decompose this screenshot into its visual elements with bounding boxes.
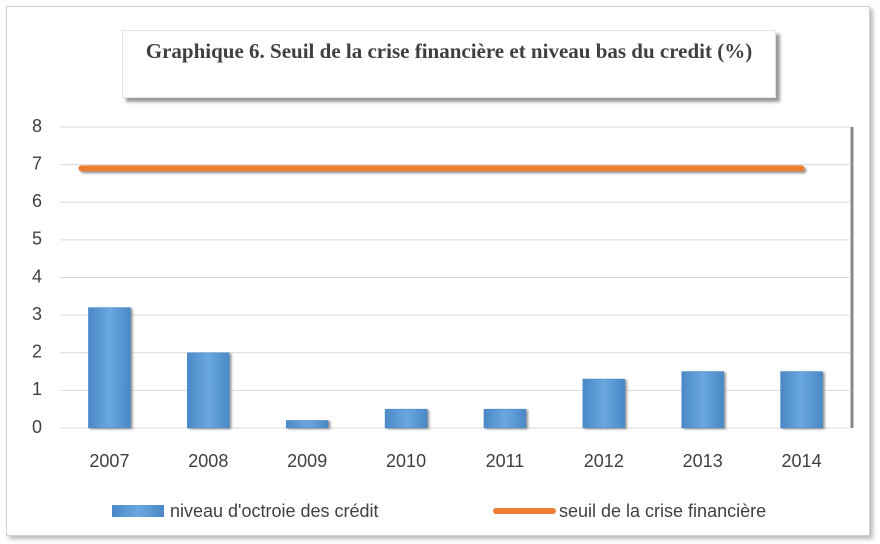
x-tick-label: 2009: [287, 451, 327, 471]
bar: [285, 420, 329, 429]
x-tick-label: 2008: [188, 451, 228, 471]
x-tick-label: 2011: [486, 451, 525, 471]
bar: [187, 352, 230, 429]
x-tick-label: 2014: [782, 451, 822, 471]
bar: [483, 408, 527, 429]
y-tick-label: 0: [32, 417, 42, 437]
y-tick-label: 3: [32, 304, 42, 324]
bar: [582, 378, 626, 429]
x-tick-label: 2010: [386, 451, 426, 471]
y-tick-label: 2: [32, 342, 42, 362]
bar: [88, 307, 131, 429]
y-tick-label: 5: [32, 229, 42, 249]
y-tick-label: 1: [32, 379, 42, 399]
legend-label: seuil de la crise financière: [559, 501, 766, 521]
legend-swatch: [112, 505, 164, 517]
x-tick-label: 2012: [584, 451, 624, 471]
x-tick-label: 2007: [89, 451, 129, 471]
chart-title: Graphique 6. Seuil de la crise financièr…: [122, 30, 776, 98]
bar: [681, 371, 724, 429]
bar: [384, 408, 428, 429]
y-tick-label: 4: [32, 266, 42, 286]
y-tick-label: 8: [32, 116, 42, 136]
x-tick-label: 2013: [683, 451, 723, 471]
y-tick-label: 7: [32, 153, 42, 173]
bar: [780, 371, 823, 429]
legend-label: niveau d'octroie des crédit: [170, 501, 379, 521]
y-tick-label: 6: [32, 191, 42, 211]
